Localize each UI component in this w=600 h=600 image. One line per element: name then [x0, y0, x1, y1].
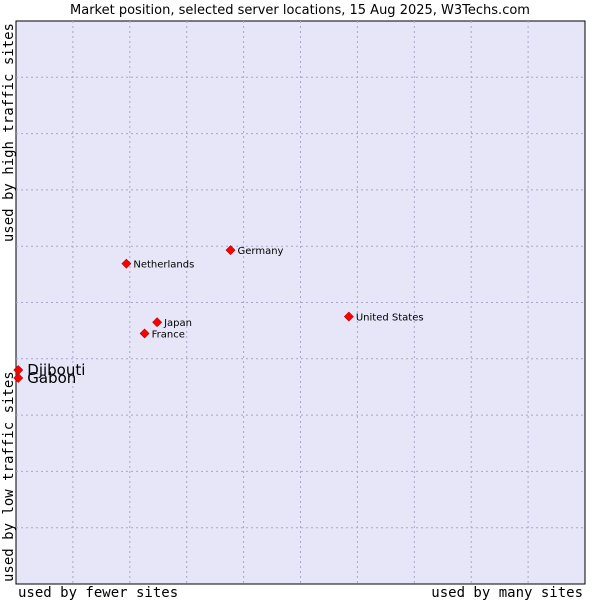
x-axis-label-high: used by many sites: [431, 585, 583, 600]
point-label: Gabon: [27, 369, 76, 387]
point-marker: [139, 328, 150, 339]
point-germany: Germany: [225, 245, 284, 257]
point-marker: [343, 311, 354, 322]
point-gabon: Gabon: [13, 369, 76, 387]
point-label: Djibouti: [27, 361, 85, 379]
point-marker: [121, 258, 132, 269]
point-djibouti: Djibouti: [13, 361, 85, 379]
x-axis-label-low: used by fewer sites: [18, 585, 178, 600]
point-marker: [152, 317, 163, 328]
point-label: United States: [356, 313, 424, 324]
point-label: Japan: [163, 318, 192, 329]
point-marker: [225, 245, 236, 256]
point-label: France: [152, 329, 185, 340]
data-points: Germany Netherlands United States JapanFran…: [13, 245, 424, 387]
point-marker: [13, 373, 24, 383]
point-japan: Japan: [152, 317, 192, 329]
point-netherlands: Netherlands: [121, 258, 194, 271]
chart-title: Market position, selected server locatio…: [70, 3, 530, 18]
y-axis-label-high: used by high traffic sites: [1, 23, 17, 242]
grid-lines: [16, 21, 585, 584]
point-united-states: United States: [343, 311, 424, 324]
point-label: Germany: [238, 246, 284, 257]
point-france: France: [139, 328, 185, 340]
point-label: Netherlands: [133, 260, 194, 271]
y-axis-label-low: used by low traffic sites: [1, 371, 17, 582]
